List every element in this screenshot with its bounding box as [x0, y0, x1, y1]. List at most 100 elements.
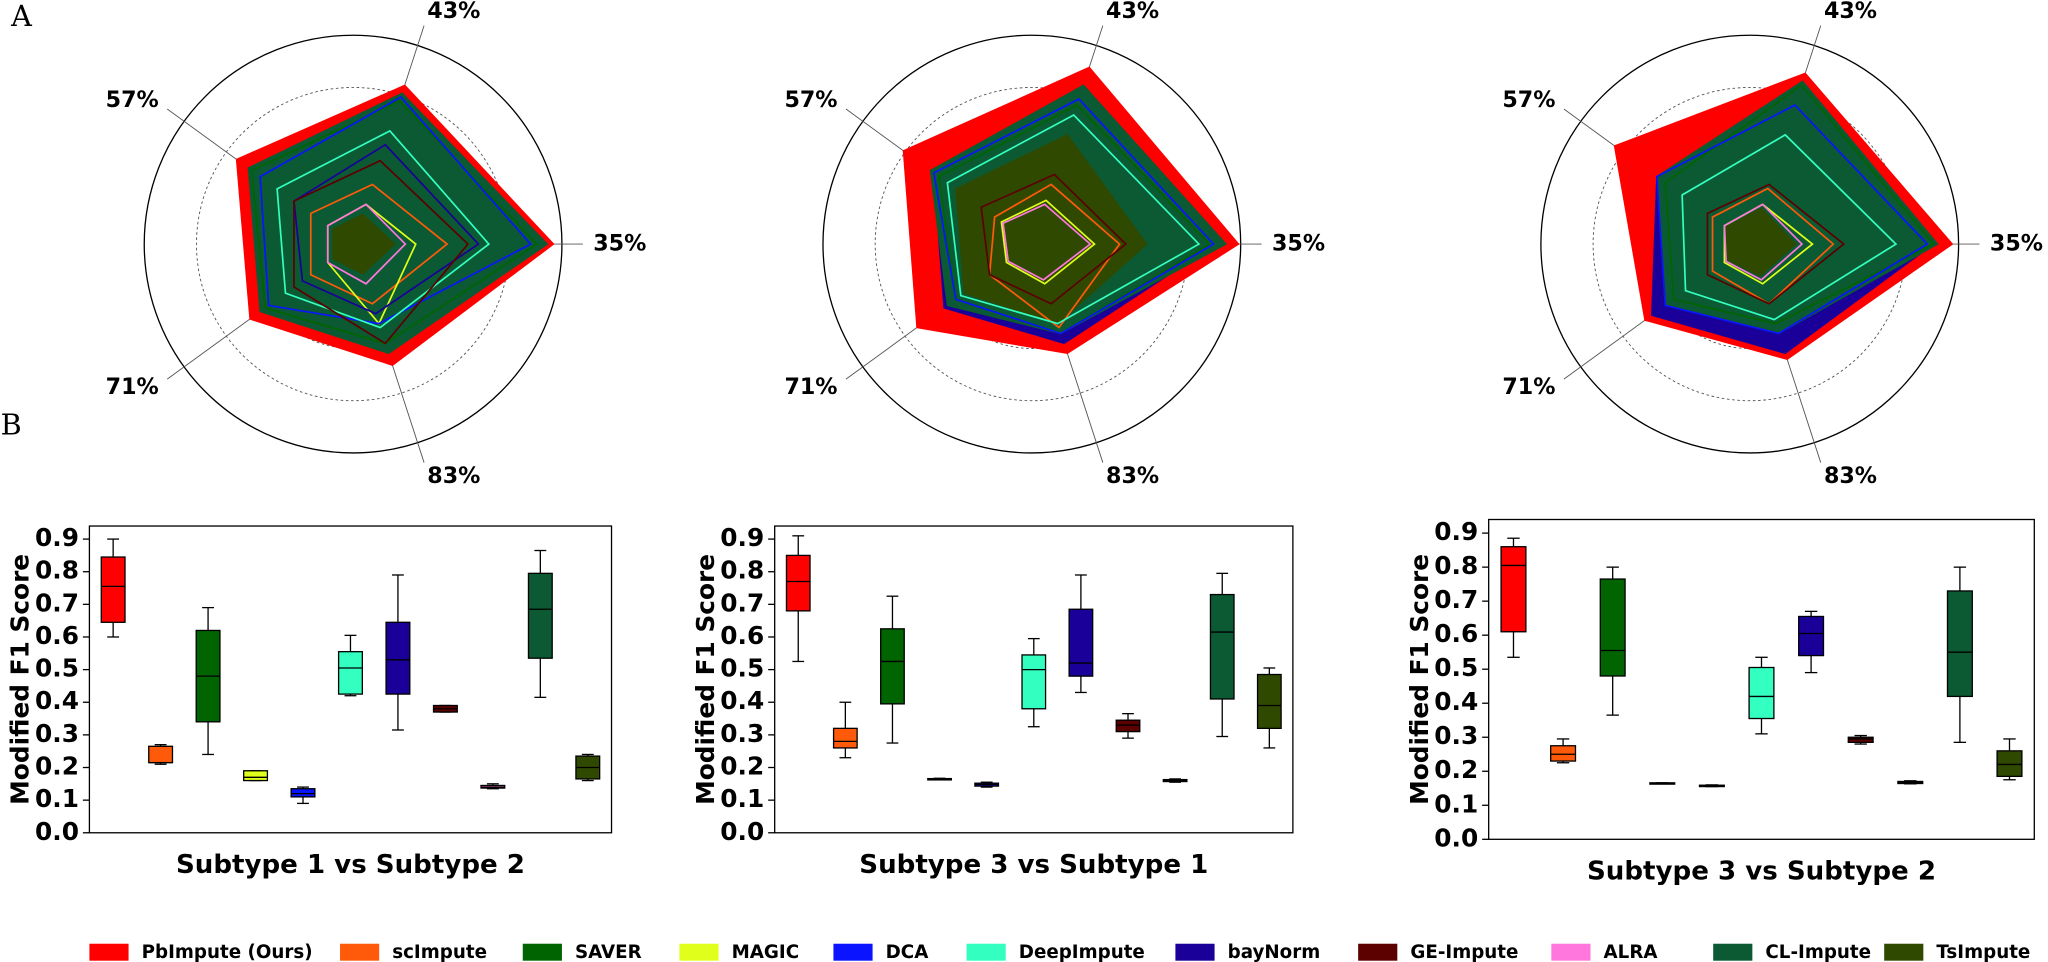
radar-axis-label: 57%: [106, 87, 159, 113]
radar-axis-label: 35%: [1272, 231, 1325, 257]
radar-line: [276, 129, 491, 329]
radar-line: [1723, 203, 1804, 281]
y-tick-label: 0.1: [720, 784, 764, 813]
radar-area: [247, 92, 549, 355]
radar-line: [1000, 199, 1096, 285]
legend-swatch: [1551, 943, 1591, 961]
radar-line: [250, 100, 539, 345]
y-tick-label: 0.4: [1434, 687, 1478, 716]
legend-swatch: [1713, 943, 1753, 961]
radar-line: [293, 159, 470, 345]
radar-line: [326, 203, 407, 285]
y-tick-label: 0.5: [720, 654, 764, 683]
legend-label: ALRA: [1604, 942, 1659, 962]
y-tick-label: 0.8: [720, 556, 764, 585]
y-tick-label: 0.9: [720, 523, 764, 552]
radar-line: [309, 183, 449, 305]
radar-line: [293, 143, 480, 315]
y-tick-label: 0.6: [1434, 619, 1478, 648]
radar-axis-label: 57%: [784, 87, 837, 113]
y-tick-label: 0.1: [1434, 789, 1478, 818]
box: [148, 745, 174, 764]
box: [1550, 745, 1577, 762]
y-tick-label: 0.4: [35, 686, 79, 715]
box: [1798, 615, 1825, 657]
box: [785, 554, 811, 612]
y-tick-label: 0.7: [720, 588, 764, 617]
legend-label: CL-Impute: [1765, 942, 1871, 962]
radar-area: [955, 134, 1148, 325]
y-tick-label: 0.2: [720, 752, 764, 781]
radar-axis-label: 83%: [427, 463, 480, 489]
plot-frame: [774, 525, 1294, 834]
radar-axis-label: 57%: [1502, 87, 1555, 113]
radar-line: [1002, 203, 1092, 281]
radar-line: [980, 173, 1128, 305]
legend-swatch: [966, 943, 1006, 961]
radar-area: [1725, 207, 1797, 277]
y-tick-label: 0.8: [1434, 551, 1478, 580]
radar-axis-label: 35%: [1990, 231, 2043, 257]
radar-line: [1664, 84, 1935, 325]
box: [243, 770, 269, 782]
legend-label: DeepImpute: [1019, 942, 1145, 962]
box: [1946, 590, 1973, 698]
y-axis-label: Modified F1 Score: [6, 554, 35, 805]
y-tick-label: 0.2: [1434, 755, 1478, 784]
radar-line: [1711, 187, 1835, 305]
y-tick-label: 0.6: [720, 621, 764, 650]
box: [880, 628, 905, 705]
box: [1021, 654, 1047, 710]
y-tick-label: 0.8: [35, 556, 79, 585]
legend-swatch: [833, 943, 873, 961]
panel-label: A: [10, 0, 33, 33]
radar-line: [1706, 183, 1846, 305]
box: [1115, 719, 1141, 733]
radar-line: [259, 96, 532, 325]
radar-line: [1681, 133, 1898, 321]
y-tick-label: 0.9: [1434, 517, 1478, 546]
x-axis-label: Subtype 1 vs Subtype 2: [176, 850, 525, 880]
y-tick-label: 0.0: [1434, 823, 1478, 852]
radar-axis-label: 43%: [1824, 0, 1877, 24]
box: [1599, 578, 1626, 677]
box: [527, 572, 553, 659]
y-tick-label: 0.0: [720, 817, 764, 846]
y-tick-label: 0.9: [35, 523, 79, 552]
radar-axis-label: 43%: [1106, 0, 1159, 24]
legend-label: MAGIC: [732, 942, 800, 962]
legend-swatch: [340, 943, 380, 961]
y-tick-label: 0.6: [35, 621, 79, 650]
x-axis-label: Subtype 3 vs Subtype 2: [1587, 856, 1936, 886]
radar-axis-label: 83%: [1106, 463, 1159, 489]
box: [1748, 666, 1775, 720]
box: [1068, 608, 1094, 677]
radar-axis-label: 71%: [1502, 374, 1555, 400]
box: [832, 727, 858, 749]
legend-label: PbImpute (Ours): [142, 942, 313, 962]
legend-swatch: [679, 943, 719, 961]
y-axis-label: Modified F1 Score: [1405, 554, 1434, 805]
legend-swatch: [522, 943, 562, 961]
radar-axis-label: 71%: [106, 374, 159, 400]
legend-label: scImpute: [392, 942, 487, 962]
y-tick-label: 0.5: [1434, 653, 1478, 682]
legend-label: GE-Impute: [1410, 942, 1518, 962]
y-tick-label: 0.3: [35, 719, 79, 748]
box: [1209, 593, 1235, 700]
legend-swatch: [1884, 943, 1924, 961]
y-tick-label: 0.2: [35, 752, 79, 781]
box: [1996, 750, 2023, 778]
box: [1500, 546, 1527, 633]
radar-line: [1723, 203, 1814, 285]
radar-line: [932, 98, 1215, 335]
y-tick-label: 0.4: [720, 686, 764, 715]
legend-label: TsImpute: [1936, 942, 2030, 962]
legend-swatch: [1358, 943, 1398, 961]
box: [385, 621, 411, 695]
legend-label: SAVER: [575, 942, 642, 962]
plot-frame: [88, 525, 613, 834]
box: [100, 556, 126, 623]
